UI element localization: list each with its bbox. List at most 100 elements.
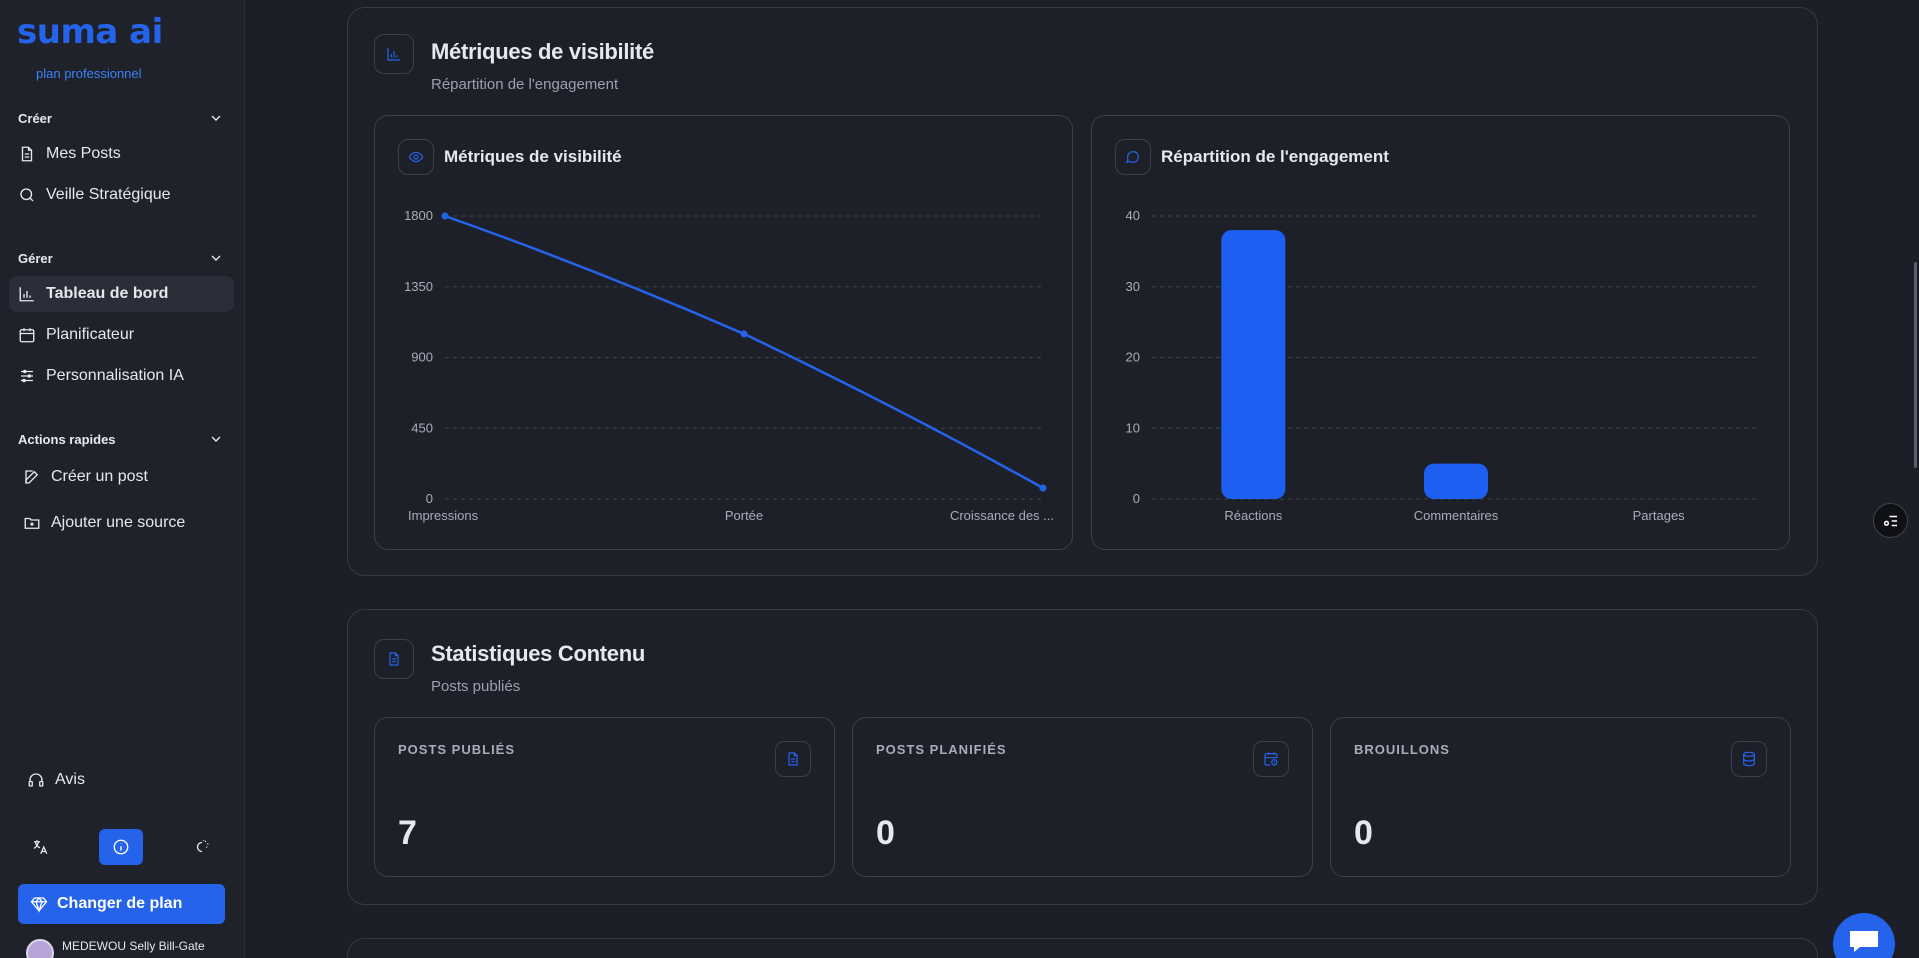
chevron-down-icon xyxy=(211,436,221,442)
sidebar-item-ajouter-source[interactable]: Ajouter une source xyxy=(9,505,234,541)
data-point xyxy=(740,330,748,338)
theme-icon xyxy=(196,840,209,853)
section-creer-toggle[interactable]: Créer xyxy=(18,108,224,128)
change-plan-button[interactable]: Changer de plan xyxy=(18,884,225,924)
stat-label: POSTS PLANIFIÉS xyxy=(876,742,1007,757)
stat-icon-box xyxy=(1731,741,1767,777)
sidebar-item-label: Créer un post xyxy=(51,468,148,485)
chevron-down-icon xyxy=(211,115,221,121)
stat-value: 7 xyxy=(398,814,417,852)
sidebar-item-label: Veille Stratégique xyxy=(46,186,171,203)
y-tick-label: 0 xyxy=(426,491,433,506)
user-profile[interactable]: MEDEWOU Selly Bill-Gate xyxy=(26,939,205,958)
bar-chart: 0 10 20 30 40 Réactions Commentaires Partages xyxy=(1126,208,1760,523)
y-tick-label: 1800 xyxy=(404,208,433,223)
content-stats-panel: Statistiques Contenu Posts publiés POSTS… xyxy=(347,609,1818,905)
x-tick-label: Impressions xyxy=(408,508,479,523)
info-icon xyxy=(113,839,129,855)
stat-card-drafts: BROUILLONS 0 xyxy=(1330,717,1791,877)
section-title: Gérer xyxy=(18,250,53,266)
stat-value: 0 xyxy=(876,814,895,852)
chevron-down-icon xyxy=(211,255,221,261)
chat-button[interactable] xyxy=(1833,913,1895,958)
stat-card-published: POSTS PUBLIÉS 7 xyxy=(374,717,835,877)
bar-chart-card: Répartition de l'engagement 0 10 20 30 40 Réa… xyxy=(1091,115,1790,550)
y-tick-label: 450 xyxy=(411,420,433,435)
folder-plus-icon xyxy=(24,517,40,529)
sidebar-item-creer-post[interactable]: Créer un post xyxy=(9,459,234,495)
panel-icon-box xyxy=(374,34,414,74)
info-button[interactable] xyxy=(99,829,143,865)
plan-label: plan professionnel xyxy=(36,66,142,81)
panel-subtitle: Répartition de l'engagement xyxy=(431,76,619,93)
sidebar: suma ai plan professionnel Créer Mes Pos… xyxy=(0,0,245,958)
sidebar-item-planificateur[interactable]: Planificateur xyxy=(9,317,234,353)
stat-card-scheduled: POSTS PLANIFIÉS 0 xyxy=(852,717,1313,877)
bar-chart-icon xyxy=(387,48,400,61)
floating-menu-button[interactable] xyxy=(1873,503,1908,538)
scrollbar[interactable] xyxy=(1914,262,1917,468)
sidebar-item-label: Ajouter une source xyxy=(51,514,186,531)
calendar-clock-icon xyxy=(1264,752,1278,766)
document-icon xyxy=(389,652,399,666)
diamond-icon xyxy=(30,896,48,913)
sidebar-item-tableau-de-bord[interactable]: Tableau de bord xyxy=(9,276,234,312)
chat-icon xyxy=(1850,931,1878,952)
card-title: Métriques de visibilité xyxy=(444,147,622,166)
sliders-icon xyxy=(21,369,33,383)
line-chart-card: Métriques de visibilité 0 450 900 1350 1800 I… xyxy=(374,115,1073,550)
section-gerer-toggle[interactable]: Gérer xyxy=(18,248,224,268)
card-icon-box xyxy=(398,139,434,175)
sidebar-item-personnalisation[interactable]: Personnalisation IA xyxy=(9,358,234,394)
x-tick-label: Portée xyxy=(725,508,763,523)
message-icon xyxy=(1126,151,1139,164)
stat-label: POSTS PUBLIÉS xyxy=(398,742,516,757)
sidebar-toolbar xyxy=(18,829,224,865)
suma-logo[interactable]: suma ai xyxy=(17,12,163,52)
next-panel xyxy=(347,938,1818,958)
theme-toggle-button[interactable] xyxy=(180,829,224,865)
visibility-panel: Métriques de visibilité Répartition de l… xyxy=(347,7,1818,576)
panel-subtitle: Posts publiés xyxy=(431,678,521,695)
list-settings-icon xyxy=(1883,515,1897,526)
data-point xyxy=(1039,484,1047,492)
x-tick-label: Commentaires xyxy=(1414,508,1499,523)
section-actions-toggle[interactable]: Actions rapides xyxy=(18,429,224,449)
sidebar-item-veille[interactable]: Veille Stratégique xyxy=(9,177,234,213)
sidebar-item-mes-posts[interactable]: Mes Posts xyxy=(9,136,234,172)
stat-label: BROUILLONS xyxy=(1354,742,1450,757)
stat-icon-box xyxy=(1253,741,1289,777)
y-tick-label: 1350 xyxy=(404,279,433,294)
search-icon xyxy=(20,188,34,202)
sidebar-item-label: Planificateur xyxy=(46,326,135,343)
data-point xyxy=(441,212,449,220)
database-icon xyxy=(1743,751,1755,767)
chart-icon xyxy=(19,287,34,302)
bar xyxy=(1221,230,1286,499)
y-tick-label: 30 xyxy=(1126,279,1140,294)
y-tick-label: 20 xyxy=(1126,350,1140,365)
avatar xyxy=(26,939,54,958)
card-title: Répartition de l'engagement xyxy=(1161,147,1389,166)
edit-icon xyxy=(25,470,39,484)
y-tick-label: 900 xyxy=(411,350,433,365)
bar xyxy=(1424,463,1488,499)
eye-icon xyxy=(408,151,424,163)
user-name: MEDEWOU Selly Bill-Gate xyxy=(62,939,205,953)
line-chart: 0 450 900 1350 1800 Impressions Portée Croissan… xyxy=(404,208,1054,523)
x-tick-label: Réactions xyxy=(1224,508,1282,523)
series-line xyxy=(444,214,1044,490)
change-plan-label: Changer de plan xyxy=(57,895,183,912)
language-button[interactable] xyxy=(18,829,62,865)
x-tick-label: Croissance des ... xyxy=(950,508,1054,523)
calendar-icon xyxy=(19,328,35,343)
translate-icon xyxy=(33,840,48,855)
sidebar-item-label: Tableau de bord xyxy=(46,285,169,302)
document-icon xyxy=(21,146,33,162)
stat-value: 0 xyxy=(1354,814,1373,852)
headset-icon xyxy=(28,773,44,787)
document-icon xyxy=(788,752,798,766)
sidebar-item-avis[interactable]: Avis xyxy=(9,762,234,798)
sidebar-item-label: Avis xyxy=(55,771,85,788)
sidebar-item-label: Mes Posts xyxy=(46,145,121,162)
